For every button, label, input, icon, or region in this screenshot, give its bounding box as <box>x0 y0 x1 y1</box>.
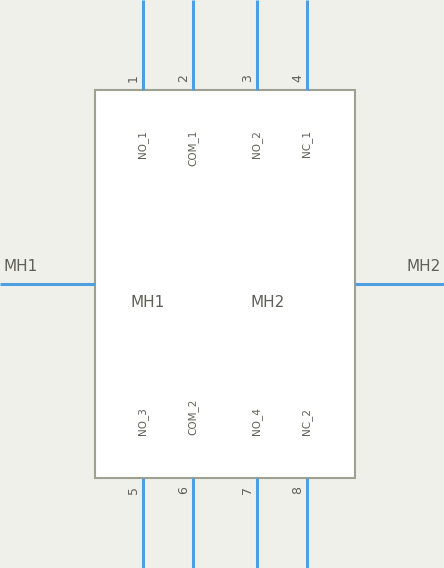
Text: NO_4: NO_4 <box>252 407 262 435</box>
Text: NO_1: NO_1 <box>138 130 148 158</box>
Text: COM_2: COM_2 <box>187 399 198 435</box>
Text: 1: 1 <box>127 74 140 82</box>
Text: MH2: MH2 <box>407 259 441 274</box>
Text: NO_3: NO_3 <box>138 407 148 435</box>
Text: NC_1: NC_1 <box>301 130 313 157</box>
Text: MH1: MH1 <box>3 259 37 274</box>
Text: 5: 5 <box>127 486 140 494</box>
Text: MH2: MH2 <box>250 295 284 310</box>
Text: NO_2: NO_2 <box>252 130 262 158</box>
Text: 8: 8 <box>291 486 304 494</box>
Text: 3: 3 <box>241 74 254 82</box>
Text: COM_1: COM_1 <box>187 130 198 166</box>
Text: NC_2: NC_2 <box>301 408 313 435</box>
Text: 6: 6 <box>177 486 190 494</box>
Text: 4: 4 <box>291 74 304 82</box>
Text: MH1: MH1 <box>130 295 164 310</box>
Text: 7: 7 <box>241 486 254 494</box>
Text: 2: 2 <box>177 74 190 82</box>
Bar <box>95 90 355 478</box>
